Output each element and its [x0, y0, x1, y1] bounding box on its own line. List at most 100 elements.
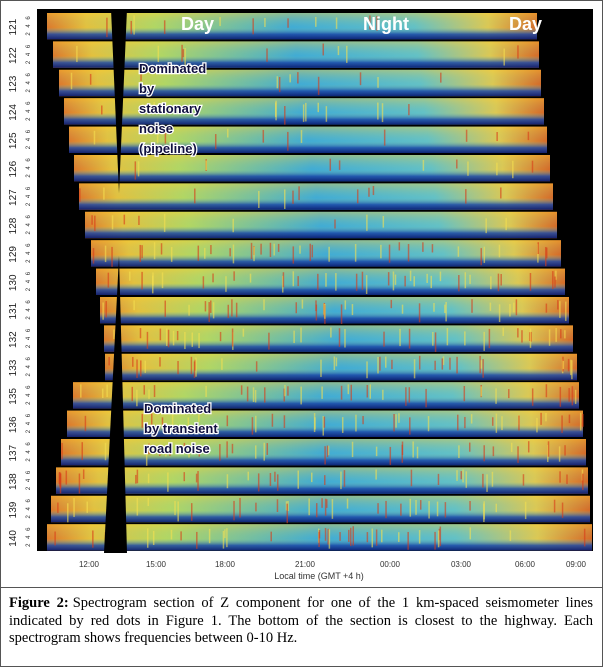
noise-streak — [278, 77, 281, 93]
noise-streak — [488, 328, 491, 349]
noise-streak — [270, 531, 272, 542]
noise-streak — [318, 530, 321, 539]
noise-streak — [405, 387, 407, 406]
wedge-top — [111, 9, 127, 193]
noise-streak — [422, 242, 424, 252]
freq-tick-label: 4 — [26, 478, 32, 482]
noise-streak — [224, 529, 226, 539]
noise-streak — [170, 246, 173, 262]
freq-tick-label: 4 — [26, 109, 32, 113]
noise-streak — [522, 474, 525, 486]
noise-streak — [252, 387, 255, 403]
noise-streak — [325, 106, 328, 122]
noise-streak — [469, 274, 471, 284]
noise-streak — [508, 389, 510, 399]
noise-streak — [302, 104, 305, 122]
noise-streak — [210, 245, 212, 255]
noise-streak — [289, 74, 291, 83]
noise-streak — [80, 384, 82, 398]
freq-tick-label: 2 — [26, 372, 32, 376]
noise-streak — [314, 417, 316, 430]
noise-streak — [130, 20, 132, 35]
noise-streak — [559, 386, 562, 407]
freq-tick-label: 6 — [26, 186, 32, 190]
noise-streak — [483, 331, 485, 351]
freq-tick-label: 4 — [26, 166, 32, 170]
noise-streak — [264, 18, 266, 27]
noise-streak — [315, 503, 318, 518]
noise-streak — [269, 242, 272, 257]
noise-streak — [163, 213, 166, 232]
noise-streak — [247, 471, 250, 481]
noise-streak — [327, 528, 329, 545]
noise-streak — [205, 160, 208, 171]
noise-streak — [547, 441, 550, 457]
day-label: Day — [181, 14, 214, 34]
noise-streak — [123, 214, 126, 225]
noise-streak — [562, 360, 565, 369]
noise-streak — [187, 417, 190, 428]
noise-streak — [227, 304, 230, 319]
caption: Figure 2: Spectrogram section of Z compon… — [9, 595, 593, 648]
noise-streak — [287, 386, 289, 396]
noise-streak — [350, 527, 352, 546]
noise-streak — [344, 300, 347, 310]
noise-streak — [449, 357, 451, 370]
noise-streak — [76, 45, 78, 63]
noise-streak — [111, 246, 113, 267]
row-label: 127 — [8, 189, 19, 206]
noise-streak — [89, 73, 92, 85]
noise-streak — [292, 271, 295, 287]
noise-streak — [226, 528, 228, 548]
noise-streak — [141, 271, 143, 290]
freq-tick-label: 6 — [26, 527, 32, 531]
noise-streak — [536, 417, 538, 433]
noise-streak — [545, 246, 547, 267]
noise-streak — [210, 300, 212, 313]
noise-streak — [297, 276, 299, 287]
noise-streak — [258, 190, 260, 208]
annotation-line: Dominated — [144, 401, 211, 416]
noise-streak — [326, 445, 329, 458]
noise-streak — [190, 356, 193, 375]
noise-streak — [393, 413, 395, 432]
freq-tick-label: 6 — [26, 442, 32, 446]
noise-streak — [407, 531, 409, 550]
noise-streak — [147, 497, 150, 506]
time-tick-label: 09:00 — [566, 560, 587, 569]
noise-streak — [233, 500, 235, 521]
noise-streak — [437, 530, 440, 548]
noise-streak — [82, 469, 85, 479]
noise-streak — [524, 501, 527, 520]
noise-streak — [73, 498, 75, 517]
night-label: Night — [363, 14, 409, 34]
noise-streak — [263, 299, 265, 311]
spectrogram-shade — [96, 268, 565, 295]
noise-streak — [434, 332, 437, 352]
noise-streak — [183, 472, 186, 482]
noise-streak — [537, 242, 539, 255]
noise-streak — [163, 20, 166, 34]
noise-streak — [157, 45, 160, 62]
noise-streak — [107, 272, 110, 288]
noise-streak — [159, 357, 161, 367]
noise-streak — [480, 386, 483, 397]
freq-tick-label: 4 — [26, 251, 32, 255]
noise-streak — [322, 43, 325, 56]
noise-streak — [517, 328, 519, 338]
noise-streak — [283, 415, 286, 428]
noise-streak — [442, 356, 445, 366]
noise-streak — [152, 272, 154, 286]
noise-streak — [503, 48, 505, 66]
freq-tick-label: 2 — [26, 259, 32, 263]
noise-streak — [418, 530, 421, 544]
freq-tick-label: 2 — [26, 117, 32, 121]
noise-streak — [470, 414, 473, 424]
noise-streak — [571, 360, 573, 380]
freq-tick-label: 2 — [26, 543, 32, 547]
noise-streak — [527, 131, 530, 141]
noise-streak — [341, 417, 344, 433]
noise-streak — [501, 416, 503, 431]
spectrogram-shade — [47, 13, 537, 40]
noise-streak — [438, 528, 441, 541]
